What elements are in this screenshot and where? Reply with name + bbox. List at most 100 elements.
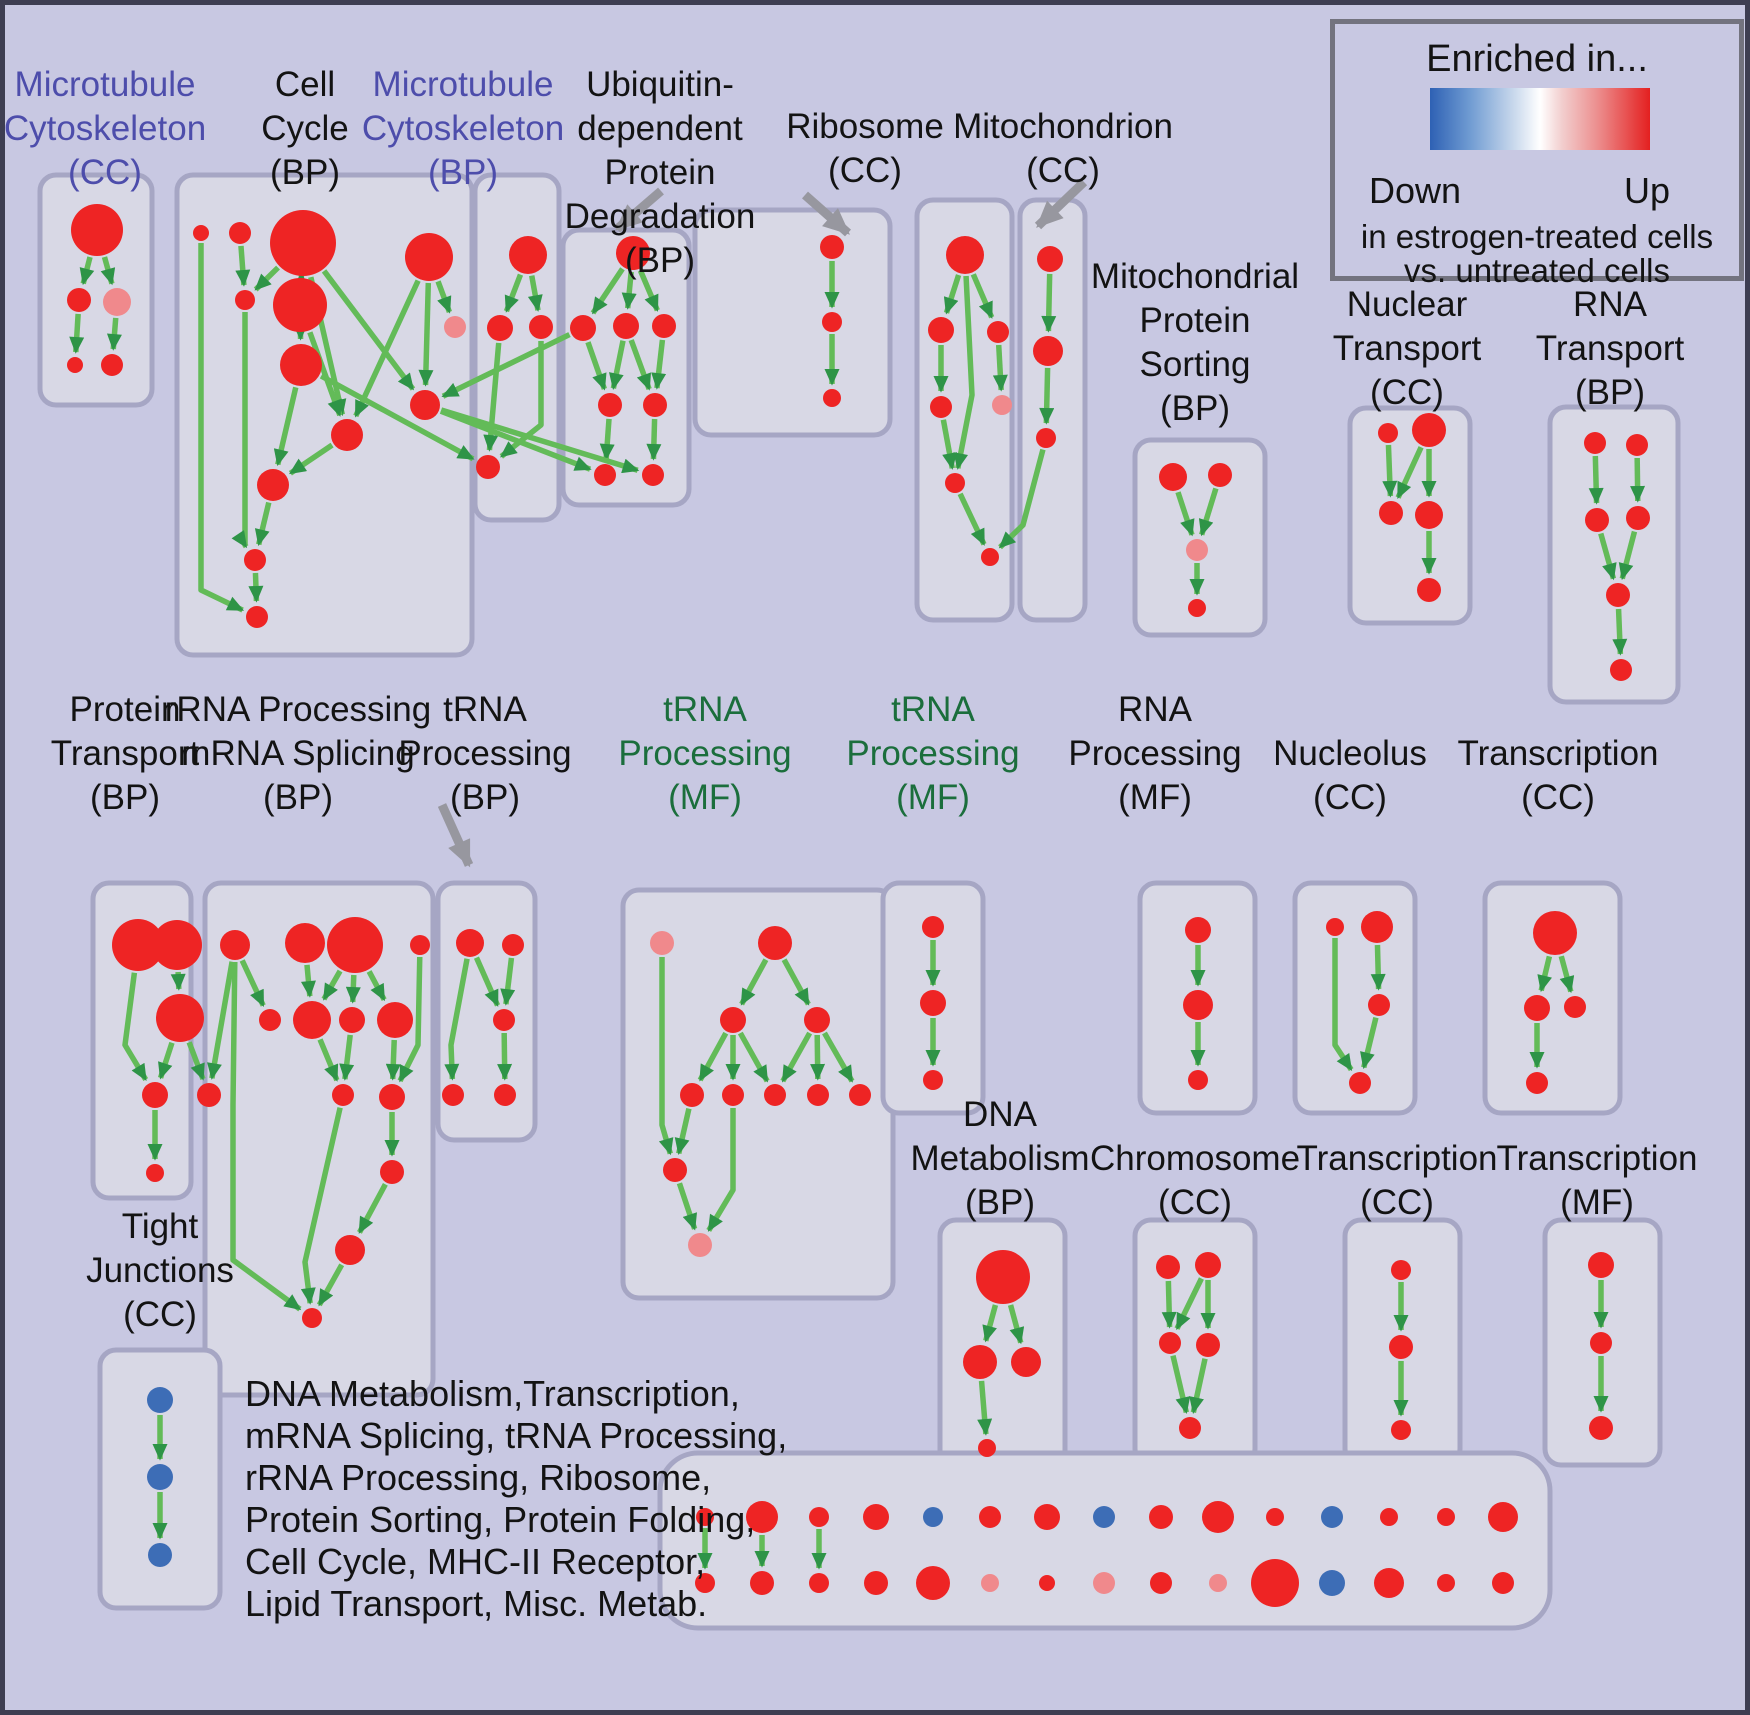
graph-node-red: [67, 288, 91, 312]
edge-arrow: [253, 265, 280, 292]
graph-node-red: [963, 1345, 997, 1379]
graph-node-blue: [1319, 1570, 1345, 1596]
graph-node-red: [1412, 413, 1446, 447]
graph-node-red: [270, 210, 336, 276]
edge-arrow: [366, 970, 387, 1002]
graph-node-pink: [1209, 1574, 1227, 1592]
graph-node-red: [332, 1084, 354, 1106]
graph-node-red: [1036, 428, 1056, 448]
graph-node-red: [1195, 1252, 1221, 1278]
edge-arrow: [781, 958, 811, 1006]
graph-node-red: [1488, 1502, 1518, 1532]
graph-node-red: [930, 396, 952, 418]
edge-arrow: [198, 243, 245, 613]
annotation-arrow: [437, 803, 474, 868]
edge-arrow: [953, 275, 975, 470]
edge-arrow: [982, 1304, 999, 1343]
graph-node-red: [1033, 336, 1063, 366]
graph-node-blue: [1093, 1506, 1115, 1528]
misc-line: rRNA Processing, Ribosome,: [245, 1457, 712, 1498]
graph-node-blue: [147, 1387, 173, 1413]
edge-arrow: [235, 245, 251, 287]
edge-arrow: [621, 271, 637, 310]
edge-arrow: [170, 971, 186, 991]
edge-arrow: [970, 273, 995, 319]
edge-arrow: [1382, 444, 1398, 498]
graph-node-red: [302, 1308, 322, 1328]
graph-node-red: [823, 389, 841, 407]
graph-node-red: [849, 1084, 871, 1106]
graph-node-red: [377, 1002, 413, 1038]
graph-node-red: [1159, 1332, 1181, 1354]
graph-node-red: [696, 1508, 714, 1526]
graph-node-red: [1149, 1505, 1173, 1529]
graph-node-red: [1391, 1260, 1411, 1280]
graph-node-red: [285, 923, 325, 963]
edge-arrow: [473, 956, 501, 1007]
graph-node-red: [246, 606, 268, 628]
annotation-arrow: [1034, 178, 1088, 230]
edge-arrow: [317, 1038, 340, 1082]
legend: Enriched in... Down Up in estrogen-treat…: [1330, 19, 1744, 289]
edge-arrow: [1598, 532, 1617, 581]
edge-arrow: [957, 492, 987, 546]
legend-caption-line2: vs. untreated cells: [1404, 252, 1670, 289]
graph-node-red: [1266, 1508, 1284, 1526]
graph-node-red: [156, 994, 204, 1042]
edge-arrow: [1395, 446, 1424, 500]
graph-node-red: [1526, 1072, 1548, 1094]
graph-node-red: [1037, 246, 1063, 272]
edge-arrow: [527, 275, 543, 312]
graph-node-pink: [688, 1233, 712, 1257]
graph-node-red: [746, 1501, 778, 1533]
graph-node-red: [722, 1084, 744, 1106]
graph-node-red: [71, 204, 123, 256]
edge-arrow: [658, 957, 674, 1156]
graph-node-red: [410, 390, 440, 420]
graph-node-red: [456, 929, 484, 957]
legend-title: Enriched in...: [1426, 38, 1648, 80]
graph-node-red: [809, 1507, 829, 1527]
edge-arrow: [1189, 1358, 1208, 1414]
edge-arrow: [300, 1107, 343, 1305]
graph-node-red: [652, 314, 676, 338]
edge-arrow: [1537, 955, 1553, 993]
edge-arrow: [321, 269, 416, 391]
edge-arrow: [186, 1041, 206, 1081]
cluster-box-E: [692, 207, 893, 438]
graph-node-red: [529, 315, 553, 339]
graph-node-red: [1034, 1504, 1060, 1530]
edge-arrow: [207, 961, 235, 1080]
graph-node-red: [1437, 1508, 1455, 1526]
misc-line: mRNA Splicing, tRNA Processing,: [245, 1415, 788, 1456]
graph-node-red: [598, 393, 622, 417]
edge-arrow: [503, 273, 524, 313]
graph-node-red: [509, 236, 547, 274]
graph-node-red: [152, 920, 202, 970]
graph-node-red: [945, 473, 965, 493]
cluster-box-L: [202, 880, 436, 1398]
graph-node-red: [1589, 1416, 1613, 1440]
edge-arrow: [810, 1034, 826, 1081]
graph-node-red: [594, 464, 616, 486]
graph-node-red: [410, 935, 430, 955]
graph-node-red: [987, 321, 1009, 343]
edge-arrow: [231, 312, 249, 549]
edge-arrow: [737, 1031, 770, 1083]
edge-arrow: [79, 256, 95, 286]
edge-arrow: [1558, 955, 1575, 994]
edge-arrow: [239, 959, 266, 1008]
edge-arrow: [992, 344, 1008, 392]
edge-arrow: [499, 341, 544, 459]
misc-line: Cell Cycle, MHC-II Receptor,: [245, 1541, 706, 1582]
edge-arrow: [1630, 457, 1646, 503]
graph-node-red: [67, 357, 83, 373]
edge-arrow: [609, 340, 626, 390]
graph-node-red: [1391, 1420, 1411, 1440]
graph-node-red: [1590, 1332, 1612, 1354]
edge-arrow: [418, 282, 434, 387]
graph-node-red: [1417, 578, 1441, 602]
graph-node-red: [1437, 1574, 1455, 1592]
graph-node-pink: [103, 288, 131, 316]
